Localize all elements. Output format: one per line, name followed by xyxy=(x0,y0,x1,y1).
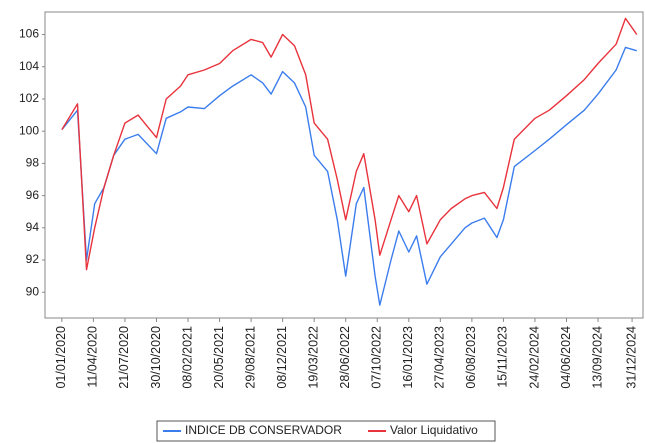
line-series xyxy=(61,46,637,306)
y-tick-label: 92 xyxy=(26,252,40,266)
x-tick-label: 24/02/2024 xyxy=(527,326,541,389)
line-series xyxy=(61,17,638,271)
x-tick-label: 07/10/2022 xyxy=(370,326,384,389)
x-tick-label: 30/10/2020 xyxy=(149,326,163,389)
y-tick-label: 98 xyxy=(26,156,40,170)
x-tick-label: 11/04/2020 xyxy=(86,326,100,388)
y-tick-label: 100 xyxy=(19,123,39,137)
x-tick-label: 01/01/2020 xyxy=(54,326,68,389)
y-tick-label: 106 xyxy=(19,27,39,41)
x-tick-label: 16/01/2023 xyxy=(401,326,415,389)
x-tick-label: 27/04/2023 xyxy=(433,326,447,389)
x-tick-label: 08/02/2021 xyxy=(180,326,194,389)
x-tick-label: 21/07/2020 xyxy=(117,326,131,389)
y-tick-label: 90 xyxy=(26,284,40,298)
x-tick-label: 06/08/2023 xyxy=(464,326,478,389)
x-tick-label: 31/12/2024 xyxy=(624,326,638,389)
x-tick-label: 08/12/2021 xyxy=(275,326,289,389)
y-tick-label: 104 xyxy=(19,59,39,73)
plot-frame xyxy=(44,11,644,319)
x-tick-label: 19/03/2022 xyxy=(306,326,320,389)
y-tick-label: 102 xyxy=(19,91,39,105)
legend-label: Valor Liquidativo xyxy=(390,423,478,437)
legend xyxy=(156,420,496,442)
x-tick-label: 15/11/2023 xyxy=(496,326,510,388)
y-tick-label: 94 xyxy=(26,220,40,234)
x-tick-label: 29/08/2021 xyxy=(243,326,257,389)
x-tick-label: 04/06/2024 xyxy=(559,326,573,389)
x-tick-label: 28/06/2022 xyxy=(338,326,352,389)
legend-label: INDICE DB CONSERVADOR xyxy=(185,423,342,437)
x-tick-label: 20/05/2021 xyxy=(212,326,226,389)
x-tick-label: 13/09/2024 xyxy=(590,326,604,389)
y-tick-label: 96 xyxy=(26,188,40,202)
